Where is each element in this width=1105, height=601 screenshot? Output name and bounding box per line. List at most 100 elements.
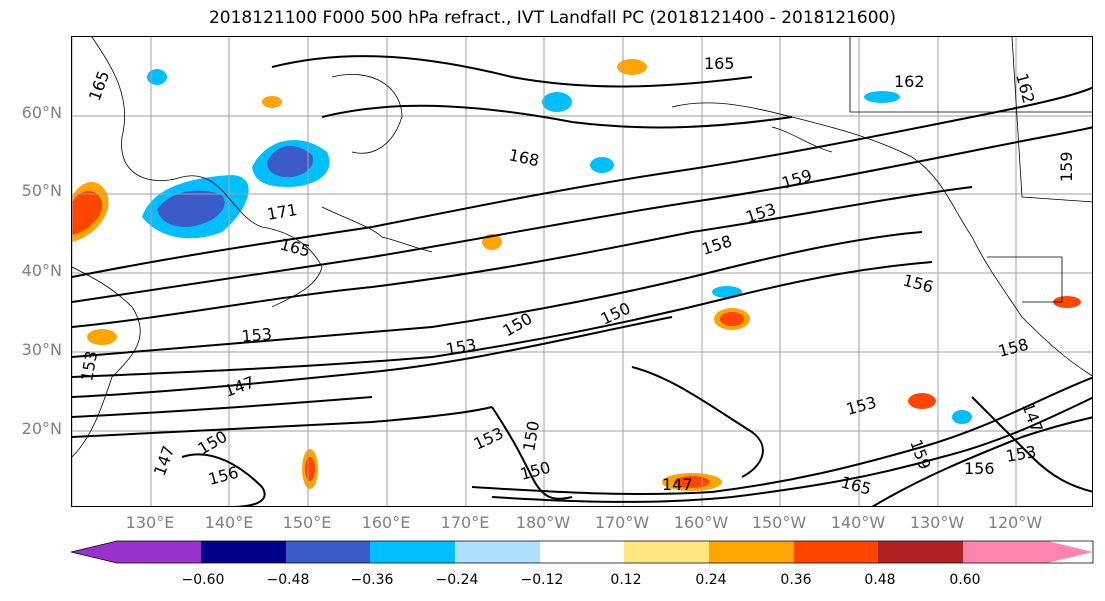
- positive-anomaly-shade: [87, 329, 117, 345]
- positive-anomaly-shade: [908, 393, 936, 409]
- contour-line: [871, 416, 1092, 506]
- lon-label: 160°E: [361, 513, 411, 532]
- contour-line: [72, 396, 373, 418]
- contour-line: [631, 366, 764, 478]
- colorbar-swatch: [963, 541, 1093, 563]
- lon-label: 130°W: [909, 513, 965, 532]
- contour-label: 153: [844, 393, 878, 419]
- colorbar-swatch: [540, 541, 624, 563]
- contour-line: [971, 396, 1092, 493]
- contour-line: [471, 376, 1092, 496]
- contour-label: 159: [1057, 151, 1076, 182]
- colorbar-tick-label: −0.48: [266, 572, 310, 588]
- contour-label: 158: [996, 335, 1030, 361]
- contour-label: 162: [894, 72, 925, 91]
- japan-coastline: [321, 206, 433, 253]
- contour-line: [271, 55, 753, 88]
- contour-label: 156: [206, 463, 240, 489]
- lat-label: 60°N: [21, 103, 62, 122]
- contour-line: [491, 396, 1092, 503]
- negative-anomaly-shade: [267, 145, 313, 178]
- lon-label: 140°E: [204, 513, 254, 532]
- border-line: [987, 256, 1063, 303]
- contour-line: [72, 261, 933, 378]
- colorbar-tick-label: 0.24: [695, 572, 727, 588]
- lon-label: 130°E: [125, 513, 175, 532]
- positive-anomaly-shade: [617, 59, 647, 75]
- north-america-coastline: [671, 102, 1092, 377]
- positive-anomaly-shade: [720, 312, 744, 326]
- colorbar-tick-label: −0.36: [350, 572, 394, 588]
- colorbar-swatch: [878, 541, 963, 563]
- contour-label: 147: [150, 443, 178, 478]
- contour-label: 156: [964, 459, 995, 478]
- negative-anomaly-shade: [157, 190, 225, 227]
- colorbar-tick-label: −0.24: [435, 572, 479, 588]
- contour-line: [72, 231, 923, 358]
- positive-anomaly-shade: [262, 96, 282, 108]
- negative-anomaly-shade: [712, 286, 742, 298]
- colorbar-swatch: [370, 541, 455, 563]
- lon-label: 160°W: [673, 513, 729, 532]
- gridlines: [72, 37, 1092, 506]
- lon-label: 180°W: [515, 513, 571, 532]
- colorbar-tick-label: 0.48: [864, 572, 896, 588]
- border-line: [1011, 37, 1092, 203]
- contour-line: [491, 406, 573, 500]
- contour-label: 147: [662, 475, 693, 494]
- colorbar-swatch: [71, 541, 201, 563]
- map-title: 2018121100 F000 500 hPa refract., IVT La…: [208, 8, 896, 28]
- contour-label: 165: [85, 68, 113, 103]
- colorbar-tick-label: 0.12: [610, 572, 642, 588]
- contour-label: 147: [222, 372, 257, 400]
- lat-label: 40°N: [21, 261, 62, 280]
- lat-label: 20°N: [21, 419, 62, 438]
- map-panel: 165 165 162 168 159 171 165 153 162 159 …: [71, 36, 1093, 507]
- contour-label: 150: [519, 419, 543, 452]
- colorbar-tick-label: 0.60: [949, 572, 981, 588]
- contour-label: 153: [743, 199, 778, 227]
- colorbar-swatch: [709, 541, 794, 563]
- contour-label: 153: [444, 335, 477, 359]
- contour-label: 153: [1004, 442, 1037, 466]
- contour-label: 150: [500, 309, 536, 341]
- negative-anomaly-shade: [864, 91, 900, 103]
- lon-label: 140°W: [830, 513, 886, 532]
- contour-label: 168: [507, 145, 541, 170]
- colorbar-tick-label: −0.12: [520, 572, 564, 588]
- border-line: [849, 37, 1092, 113]
- contour-label: 165: [839, 473, 873, 499]
- contour-line: [321, 104, 793, 129]
- contour-line: [72, 316, 673, 398]
- lat-label: 30°N: [21, 340, 62, 359]
- map-canvas: 165 165 162 168 159 171 165 153 162 159 …: [72, 37, 1092, 506]
- shaded-anomalies: [72, 59, 1081, 491]
- refractivity-contours: [72, 55, 1092, 506]
- positive-anomaly-shade: [674, 476, 710, 488]
- contour-label: 165: [704, 54, 735, 73]
- coastlines: [72, 37, 1092, 458]
- asia-coastline: [91, 37, 323, 308]
- positive-anomaly-shade: [305, 457, 315, 481]
- contour-labels: 165 165 162 168 159 171 165 153 162 159 …: [77, 54, 1076, 499]
- contour-line: [72, 86, 1092, 278]
- contour-label: 156: [901, 271, 935, 297]
- negative-anomaly-shade: [590, 157, 614, 173]
- colorbar-swatch: [286, 541, 370, 563]
- colorbar: [71, 540, 1094, 564]
- colorbar-swatch: [455, 541, 540, 563]
- positive-anomaly-shade: [72, 190, 103, 235]
- contour-label: 159: [779, 165, 814, 193]
- contour-label: 153: [471, 423, 507, 453]
- colorbar-swatch: [794, 541, 878, 563]
- lon-label: 170°E: [440, 513, 490, 532]
- kamchatka-coastline: [331, 74, 403, 154]
- negative-anomaly-shade: [542, 92, 572, 112]
- negative-anomaly-shade: [952, 410, 972, 424]
- contour-label: 165: [278, 235, 312, 261]
- contour-label: 171: [265, 200, 298, 224]
- positive-anomaly-shade: [1053, 296, 1081, 308]
- colorbar-swatch: [624, 541, 709, 563]
- aleutian-coastline: [771, 126, 833, 153]
- contour-line: [72, 186, 973, 328]
